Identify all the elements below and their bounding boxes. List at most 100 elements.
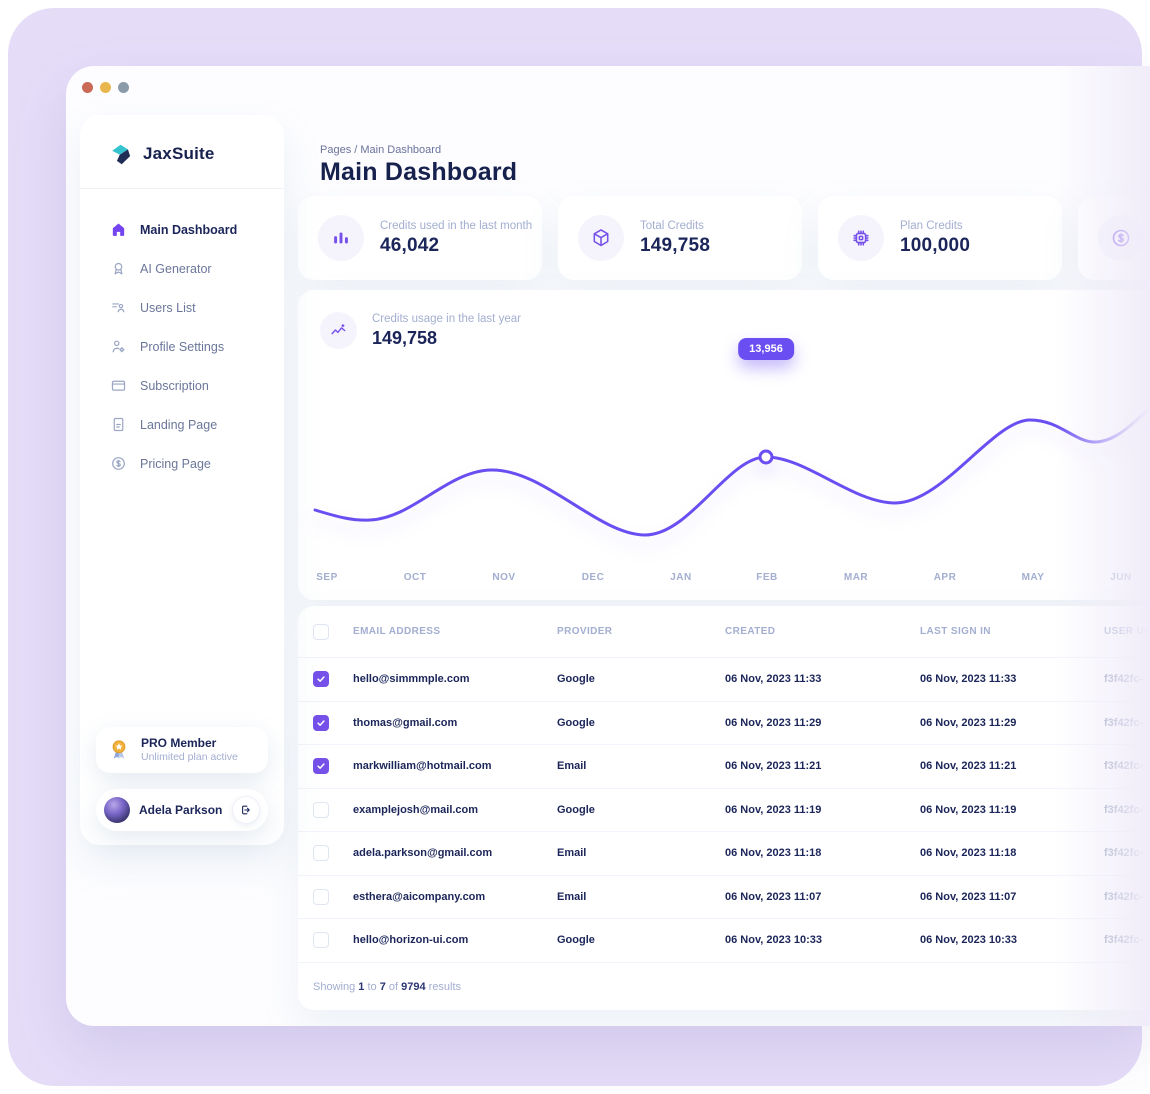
month-label: SEP bbox=[316, 572, 338, 583]
chart-line bbox=[313, 406, 1150, 537]
pro-member-subtitle: Unlimited plan active bbox=[141, 751, 238, 763]
table-row: thomas@gmail.com Google 06 Nov, 2023 11:… bbox=[298, 702, 1150, 745]
cell-last-sign-in: 06 Nov, 2023 11:21 bbox=[920, 760, 1017, 773]
pro-member-title: PRO Member bbox=[141, 736, 217, 750]
sidebar-item-ai-generator[interactable]: AI Generator bbox=[110, 249, 284, 288]
row-checkbox[interactable] bbox=[313, 845, 329, 862]
month-label: NOV bbox=[492, 572, 516, 583]
month-label: JAN bbox=[670, 572, 692, 583]
award-icon bbox=[110, 260, 127, 277]
cell-email: markwilliam@hotmail.com bbox=[353, 760, 492, 773]
stat-value: 46,042 bbox=[380, 235, 440, 256]
row-checkbox[interactable] bbox=[313, 888, 329, 905]
sidebar-item-label: Profile Settings bbox=[140, 339, 225, 354]
cell-email: thomas@gmail.com bbox=[353, 716, 458, 729]
brand-name: JaxSuite bbox=[143, 144, 215, 163]
cell-provider: Google bbox=[557, 803, 595, 816]
stat-card-credits-used: Credits used in the last month 46,042 bbox=[298, 196, 542, 280]
row-checkbox[interactable] bbox=[313, 714, 329, 731]
home-icon bbox=[110, 221, 127, 238]
cell-provider: Google bbox=[557, 934, 595, 947]
table-row: markwilliam@hotmail.com Email 06 Nov, 20… bbox=[298, 745, 1150, 789]
sidebar-item-landing-page[interactable]: Landing Page bbox=[110, 405, 284, 444]
traffic-lights bbox=[82, 82, 129, 93]
line-chart-icon bbox=[320, 312, 357, 349]
pro-member-card: PRO Member Unlimited plan active bbox=[96, 727, 268, 773]
table-row: hello@horizon-ui.com Google 06 Nov, 2023… bbox=[298, 919, 1150, 963]
sidebar-item-subscription[interactable]: Subscription bbox=[110, 366, 284, 405]
cell-user-uid: f3f42fc- bbox=[1104, 673, 1144, 686]
cell-provider: Email bbox=[557, 847, 587, 860]
cube-icon bbox=[578, 215, 624, 261]
cell-email: examplejosh@mail.com bbox=[353, 803, 479, 816]
page-title: Main Dashboard bbox=[320, 158, 518, 186]
cell-last-sign-in: 06 Nov, 2023 11:07 bbox=[920, 890, 1017, 903]
cell-created: 06 Nov, 2023 10:33 bbox=[725, 934, 823, 947]
sidebar-item-pricing-page[interactable]: Pricing Page bbox=[110, 444, 284, 483]
sidebar-item-label: Pricing Page bbox=[140, 456, 211, 471]
users-list-icon bbox=[110, 299, 127, 316]
cell-email: hello@simmmple.com bbox=[353, 673, 470, 686]
user-name: Adela Parkson bbox=[139, 803, 223, 817]
col-user-uid[interactable]: USER UID bbox=[1104, 626, 1150, 637]
table-row: esthera@aicompany.com Email 06 Nov, 2023… bbox=[298, 876, 1150, 919]
minimize-window-dot[interactable] bbox=[100, 82, 111, 93]
medal-icon bbox=[106, 737, 132, 763]
maximize-window-dot[interactable] bbox=[118, 82, 129, 93]
col-provider[interactable]: PROVIDER bbox=[557, 626, 613, 637]
stat-label: Total Credits bbox=[640, 220, 704, 232]
table-row: adela.parkson@gmail.com Email 06 Nov, 20… bbox=[298, 832, 1150, 876]
month-label: APR bbox=[933, 572, 957, 583]
logout-button[interactable] bbox=[232, 796, 260, 824]
close-window-dot[interactable] bbox=[82, 82, 93, 93]
chart-tooltip: 13,956 bbox=[738, 338, 794, 360]
select-all-checkbox[interactable] bbox=[313, 623, 329, 640]
cell-created: 06 Nov, 2023 11:07 bbox=[725, 890, 822, 903]
brand: JaxSuite bbox=[80, 115, 284, 167]
credits-usage-chart-card: Credits usage in the last year 149,758 bbox=[298, 290, 1150, 600]
cell-last-sign-in: 06 Nov, 2023 11:18 bbox=[920, 847, 1017, 860]
cell-last-sign-in: 06 Nov, 2023 10:33 bbox=[920, 934, 1018, 947]
cell-provider: Google bbox=[557, 673, 595, 686]
row-checkbox[interactable] bbox=[313, 671, 329, 688]
stat-value: 100,000 bbox=[900, 235, 971, 256]
dollar-circle-icon bbox=[110, 455, 127, 472]
chart-value: 149,758 bbox=[372, 328, 438, 348]
sidebar-item-users-list[interactable]: Users List bbox=[110, 288, 284, 327]
sidebar-item-main-dashboard[interactable]: Main Dashboard bbox=[110, 210, 284, 249]
stat-card-plan-credits: Plan Credits 100,000 bbox=[818, 196, 1062, 280]
document-icon bbox=[110, 416, 127, 433]
month-label: JUN bbox=[1110, 572, 1132, 583]
cell-email: adela.parkson@gmail.com bbox=[353, 847, 493, 860]
avatar bbox=[104, 797, 130, 823]
row-checkbox[interactable] bbox=[313, 801, 329, 818]
sidebar-item-label: Subscription bbox=[140, 378, 209, 393]
month-label: FEB bbox=[756, 572, 778, 583]
cell-user-uid: f3f42fc- bbox=[1104, 847, 1144, 860]
sidebar-item-label: AI Generator bbox=[140, 261, 212, 276]
sidebar-item-profile-settings[interactable]: Profile Settings bbox=[110, 327, 284, 366]
chart-x-axis: SEP OCT NOV DEC JAN FEB MAR APR MAY JUN bbox=[298, 572, 1150, 586]
col-last-sign-in[interactable]: LAST SIGN IN bbox=[920, 626, 991, 637]
row-checkbox[interactable] bbox=[313, 932, 329, 949]
user-settings-icon bbox=[110, 338, 127, 355]
cell-last-sign-in: 06 Nov, 2023 11:19 bbox=[920, 803, 1017, 816]
cell-user-uid: f3f42fc- bbox=[1104, 934, 1144, 947]
cell-provider: Email bbox=[557, 890, 587, 903]
bar-chart-icon bbox=[318, 215, 364, 261]
logout-icon bbox=[242, 805, 250, 815]
users-table-card: EMAIL ADDRESS PROVIDER CREATED LAST SIGN… bbox=[298, 606, 1150, 1010]
breadcrumb[interactable]: Pages / Main Dashboard bbox=[320, 144, 442, 156]
col-email-address[interactable]: EMAIL ADDRESS bbox=[353, 626, 441, 637]
line-chart[interactable] bbox=[298, 370, 1150, 560]
stat-label: Credits used in the last month bbox=[380, 220, 533, 232]
stat-label: Plan Credits bbox=[900, 220, 963, 232]
col-created[interactable]: CREATED bbox=[725, 626, 776, 637]
stat-cards-row: Credits used in the last month 46,042 To… bbox=[298, 196, 1150, 280]
row-checkbox[interactable] bbox=[313, 758, 329, 775]
cell-user-uid: f3f42fc- bbox=[1104, 803, 1144, 816]
cell-created: 06 Nov, 2023 11:21 bbox=[725, 760, 822, 773]
cell-user-uid: f3f42fc- bbox=[1104, 760, 1144, 773]
cell-provider: Google bbox=[557, 716, 595, 729]
